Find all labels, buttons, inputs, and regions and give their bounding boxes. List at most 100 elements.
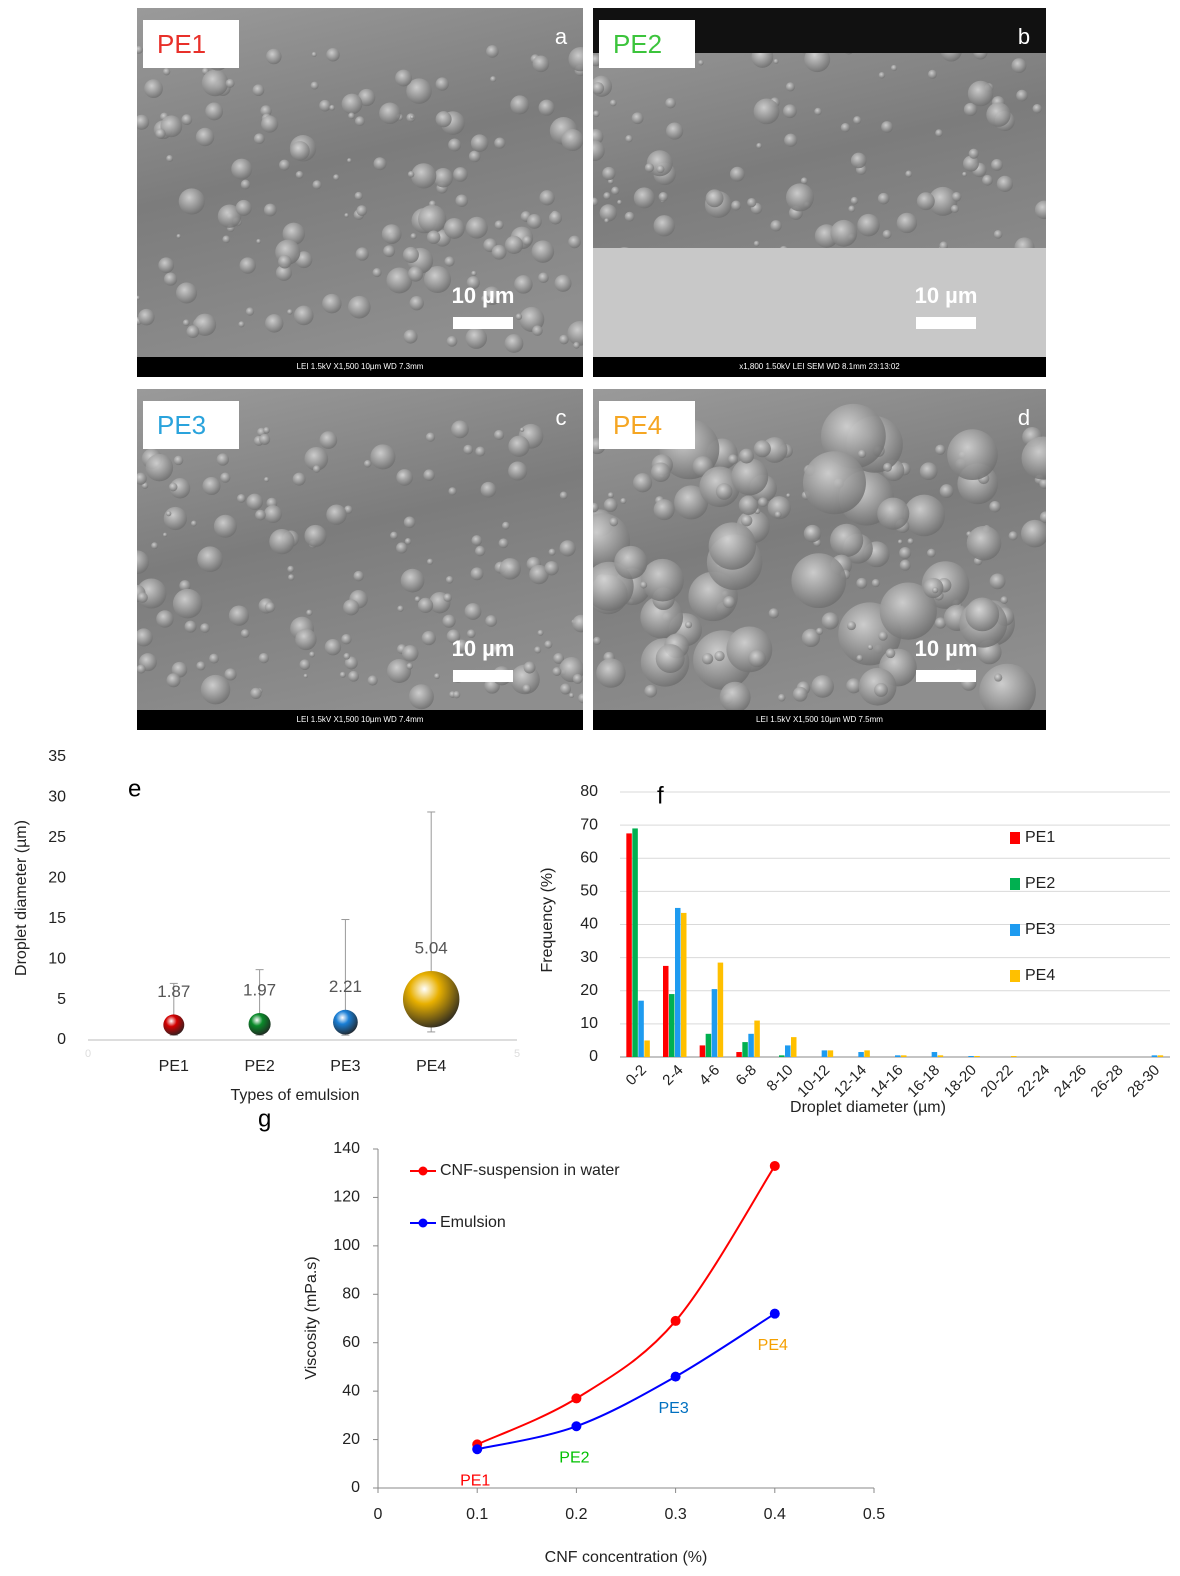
y-tick-label: 100 [333,1237,360,1254]
x-tick-label: 0.2 [565,1506,587,1523]
y-tick-label: 0 [589,1048,598,1065]
scale-text: 10 µm [452,283,515,308]
legend-marker [419,1219,428,1228]
y-tick-label: 0 [351,1479,360,1496]
legend-label: CNF-suspension in water [440,1162,620,1179]
y-axis-title: Viscosity (mPa.s) [303,1256,320,1379]
annotation: PE3 [658,1400,688,1417]
legend-label: PE2 [1025,875,1055,892]
annotation: PE1 [460,1472,490,1489]
bar [736,1052,742,1057]
figure: LEI 1.5kV X1,500 10µm WD 7.3mmPE1a10 µmx… [0,0,1180,1576]
point [571,1421,581,1431]
panel-letter: b [1018,24,1030,49]
scale-bar [453,670,513,682]
bar [700,1045,706,1057]
image-label: PE2 [613,29,662,59]
x-tick-label: 28-30 [1124,1062,1163,1101]
x-tick-label: 0.5 [863,1506,885,1523]
x-tick-label: 6-8 [733,1062,760,1089]
x-tick-label: PE2 [244,1058,274,1075]
bar [974,1056,980,1057]
x-tick-label: 2-4 [659,1062,686,1089]
bar [932,1052,938,1057]
bar [901,1055,907,1057]
point [770,1161,780,1171]
point [671,1372,681,1382]
bar [742,1042,748,1057]
x-tick-label: 18-20 [941,1062,980,1101]
bright-bottom [593,248,1046,358]
y-tick-label: 80 [342,1286,360,1303]
y-tick-label: 140 [333,1140,360,1157]
bar [822,1050,828,1057]
y-tick-label: 70 [580,816,598,833]
panel-letter: d [1018,405,1030,430]
y-tick-label: 40 [342,1382,360,1399]
bar [638,1001,644,1057]
x-tick-label: 24-26 [1051,1062,1090,1101]
y-tick-label: 10 [580,1015,598,1032]
image-label: PE1 [157,29,206,59]
x-tick-label: 14-16 [867,1062,906,1101]
legend-label: Emulsion [440,1214,506,1231]
bar [681,913,687,1057]
y-tick-label: 20 [342,1431,360,1448]
bar [748,1034,754,1057]
x-tick-label: 8-10 [763,1062,796,1095]
y-tick-label: 20 [48,870,66,887]
x-tick-label: 5 [514,1048,520,1060]
y-tick-label: 40 [580,916,598,933]
bar [828,1050,834,1057]
bar [1158,1055,1164,1057]
image-footer: LEI 1.5kV X1,500 10µm WD 7.4mm [297,715,424,724]
y-axis-title: Frequency (%) [539,868,556,973]
y-tick-label: 15 [48,910,66,927]
bar [718,963,724,1057]
x-tick-label: 0-2 [623,1062,650,1089]
bar [779,1055,785,1057]
point [770,1309,780,1319]
bar [669,994,675,1057]
y-axis-title: Droplet diameter (µm) [13,820,30,976]
x-axis-title: Types of emulsion [231,1087,360,1104]
annotation: PE2 [559,1449,589,1466]
panel-letter: c [556,405,567,430]
x-tick-label: 4-6 [696,1062,723,1089]
line-series [477,1314,775,1450]
point [571,1393,581,1403]
bar [785,1045,791,1057]
line-series [477,1166,775,1444]
legend-label: PE3 [1025,921,1055,938]
x-tick-label: 22-24 [1014,1062,1053,1101]
page: { "images": [ {"label": "PE1", "label_co… [0,0,1180,1576]
y-tick-label: 0 [57,1031,66,1048]
panel-letter: e [128,775,141,802]
x-tick-label: 16-18 [904,1062,943,1101]
annotation: PE4 [758,1337,788,1354]
bar [1152,1055,1158,1057]
y-tick-label: 30 [48,789,66,806]
panel-letter: g [258,1105,271,1132]
bar [864,1050,870,1057]
x-axis-title: CNF concentration (%) [545,1549,708,1566]
bar [663,966,669,1057]
y-tick-label: 25 [48,829,66,846]
x-tick-label: 12-14 [831,1062,870,1101]
y-tick-label: 30 [580,949,598,966]
bar [712,989,718,1057]
x-tick-label: 0.1 [466,1506,488,1523]
legend-label: PE1 [1025,829,1055,846]
scale-text: 10 µm [915,283,978,308]
x-tick-label: 0 [85,1048,91,1060]
image-footer: LEI 1.5kV X1,500 10µm WD 7.3mm [297,362,424,371]
x-tick-label: 0 [374,1506,383,1523]
bar [632,828,638,1057]
bar [968,1056,974,1057]
bar [858,1052,864,1057]
x-tick-label: 20-22 [977,1062,1016,1101]
legend-swatch [1010,970,1020,982]
image-label: PE3 [157,410,206,440]
